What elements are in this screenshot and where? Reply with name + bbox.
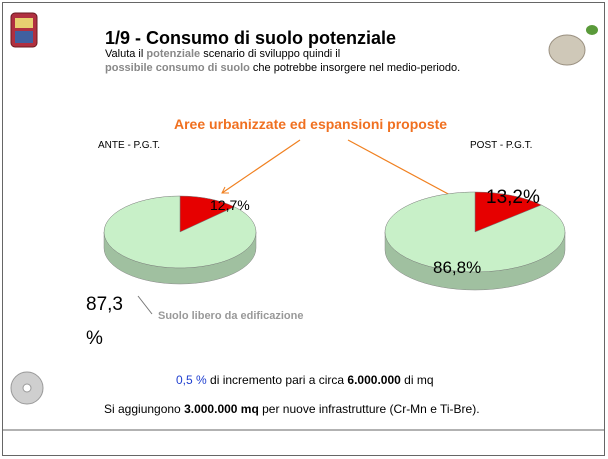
slide-title: 1/9 - Consumo di suolo potenziale [105,28,396,49]
leaf-icon [586,25,598,35]
chart-title: ANTE - P.G.T. [98,140,160,151]
arrow [222,140,300,193]
chart-heading: Aree urbanizzate ed espansioni proposte [174,116,447,132]
stone-icon [549,35,585,65]
leader-line [138,296,152,314]
crest-detail [15,31,33,43]
note: Si aggiungono 3.000.000 mq per nuove inf… [104,402,480,416]
value-label: 12,7% [210,197,250,213]
value-label: 13,2% [486,187,540,209]
slide: 1/9 - Consumo di suolo potenziale Valuta… [0,0,608,459]
chart-title: POST - P.G.T. [470,140,532,151]
value-label: 86,8% [433,258,481,278]
value-label: 87,3 % [86,288,116,356]
crest-detail [15,18,33,28]
cd-hole [23,384,31,392]
note: 0,5 % di incremento pari a circa 6.000.0… [176,373,434,387]
intro: possibile consumo di suolo che potrebbe … [105,62,460,74]
annotation: Suolo libero da edificazione [158,310,303,322]
intro: Valuta il potenziale scenario di svilupp… [105,48,340,60]
